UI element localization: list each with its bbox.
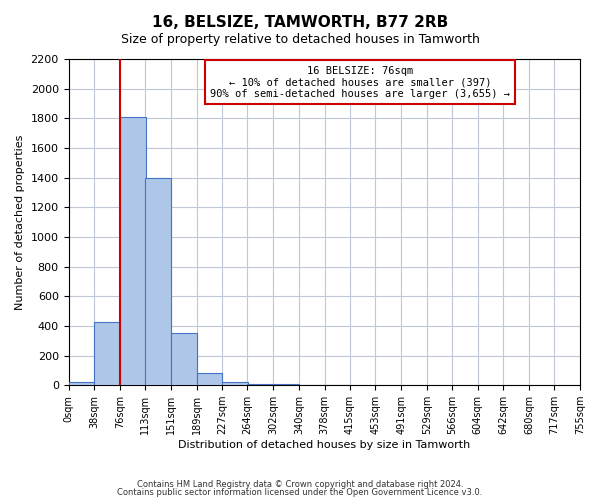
Text: 16, BELSIZE, TAMWORTH, B77 2RB: 16, BELSIZE, TAMWORTH, B77 2RB	[152, 15, 448, 30]
Bar	[197, 374, 223, 385]
X-axis label: Distribution of detached houses by size in Tamworth: Distribution of detached houses by size …	[178, 440, 470, 450]
Text: 16 BELSIZE: 76sqm
← 10% of detached houses are smaller (397)
90% of semi-detache: 16 BELSIZE: 76sqm ← 10% of detached hous…	[210, 66, 510, 98]
Bar	[94, 322, 120, 385]
Text: Contains public sector information licensed under the Open Government Licence v3: Contains public sector information licen…	[118, 488, 482, 497]
Bar	[171, 334, 197, 385]
Bar	[273, 384, 299, 385]
Bar	[68, 382, 94, 385]
Bar	[247, 384, 273, 385]
Bar	[223, 382, 248, 385]
Text: Size of property relative to detached houses in Tamworth: Size of property relative to detached ho…	[121, 32, 479, 46]
Y-axis label: Number of detached properties: Number of detached properties	[15, 134, 25, 310]
Bar	[120, 117, 146, 385]
Bar	[145, 178, 171, 385]
Text: Contains HM Land Registry data © Crown copyright and database right 2024.: Contains HM Land Registry data © Crown c…	[137, 480, 463, 489]
